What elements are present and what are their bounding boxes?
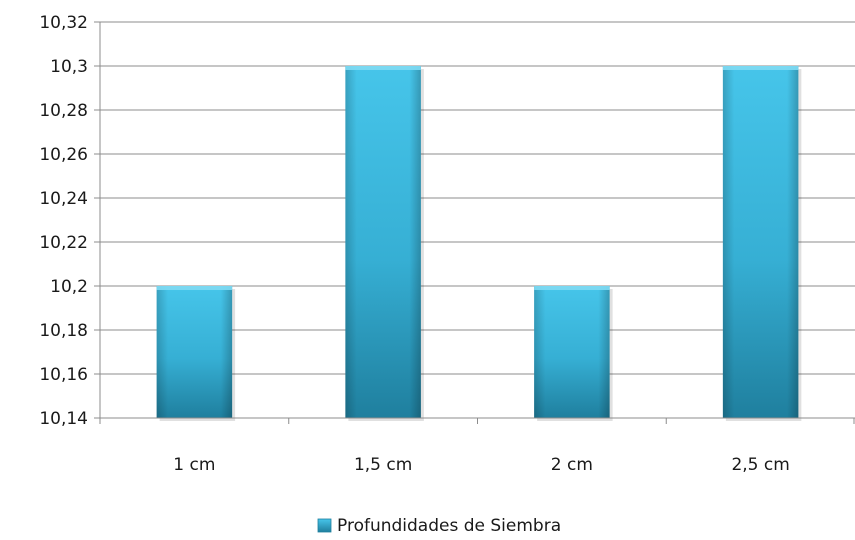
y-tick-label: 10,28 — [39, 101, 88, 121]
x-category-label: 1,5 cm — [354, 455, 412, 475]
y-tick-label: 10,14 — [39, 409, 88, 429]
bar-top-highlight — [722, 66, 799, 70]
legend-label: Profundidades de Siembra — [337, 516, 561, 536]
bar-top-highlight — [156, 286, 233, 290]
y-tick-label: 10,2 — [50, 277, 88, 297]
y-tick-label: 10,16 — [39, 365, 88, 385]
y-tick-label: 10,22 — [39, 233, 88, 253]
y-tick-label: 10,24 — [39, 189, 88, 209]
bar-bevel — [534, 286, 610, 418]
y-tick-label: 10,3 — [50, 57, 88, 77]
legend-swatch — [317, 518, 332, 533]
x-category-label: 2 cm — [551, 455, 593, 475]
legend: Profundidades de Siembra — [317, 516, 561, 536]
bar-bevel — [345, 66, 421, 418]
bar-top-highlight — [345, 66, 421, 70]
y-tick-label: 10,26 — [39, 145, 88, 165]
bars — [156, 66, 802, 421]
y-tick-label: 10,18 — [39, 321, 88, 341]
x-category-label: 2,5 cm — [731, 455, 789, 475]
bar-bevel — [156, 286, 233, 418]
bar-bevel — [722, 66, 799, 418]
y-tick-label: 10,32 — [39, 13, 88, 33]
x-category-label: 1 cm — [173, 455, 215, 475]
axes — [99, 22, 855, 424]
bar-top-highlight — [534, 286, 610, 290]
x-axis-category-labels: 1 cm 1,5 cm 2 cm 2,5 cm — [173, 455, 790, 475]
y-axis-tick-labels: 10,14 10,16 10,18 10,2 10,22 10,24 10,26 10,28 1… — [39, 13, 100, 429]
